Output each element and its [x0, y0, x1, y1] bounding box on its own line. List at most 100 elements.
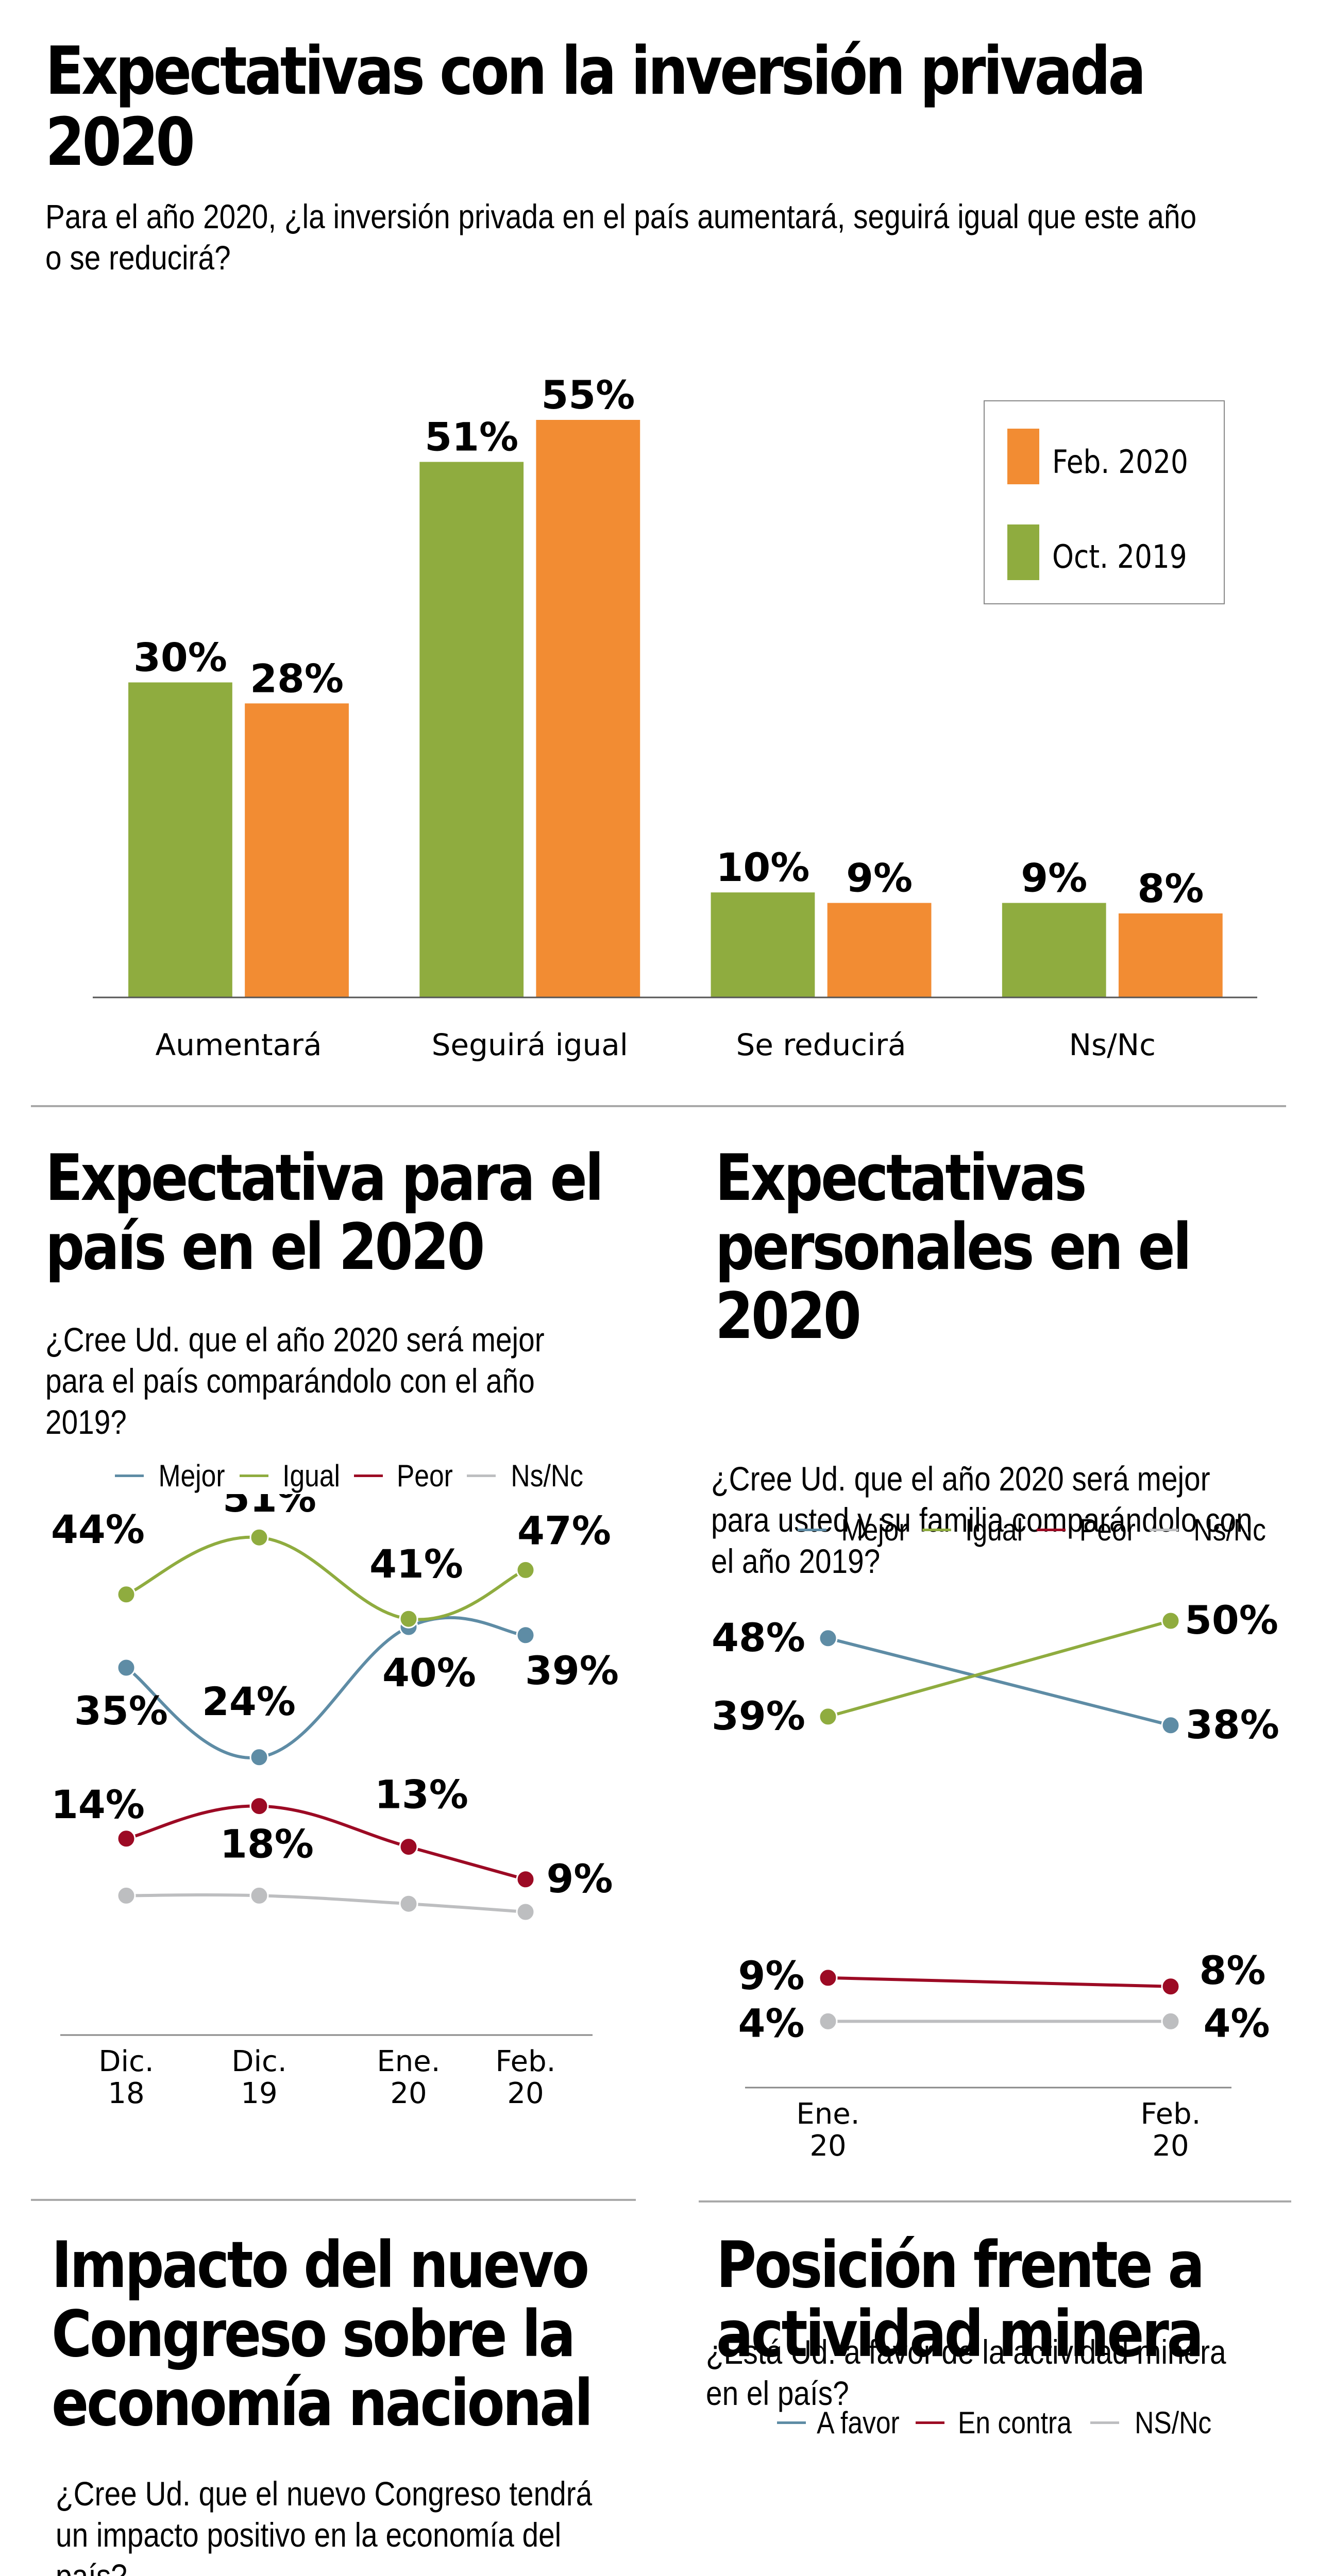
x-tick-label-ene-20-month: Ene. [377, 2045, 440, 2078]
value-label-peor-ene-20: 9% [738, 1953, 804, 1998]
point-peor-feb-20 [516, 1870, 535, 1889]
x-tick-label-dic-18-month: Dic. [98, 2045, 154, 2078]
legend-mejor: Mejor [841, 1513, 908, 1547]
bar-aumentar-feb-2020 [245, 703, 349, 997]
point-peor-ene-20 [399, 1837, 418, 1857]
legend-swatch-feb2020 [1007, 429, 1039, 484]
legend-igual: Igual [965, 1513, 1023, 1547]
x-tick-label-feb-20-year: 20 [507, 2077, 544, 2110]
value-label-peor-feb-20: 9% [546, 1856, 613, 1902]
legend-mejor: Mejor [158, 1459, 225, 1493]
series-line-peor [126, 1804, 526, 1881]
bar-ns-nc-feb-2020 [1118, 913, 1223, 997]
value-label-peor-feb-20: 8% [1199, 1947, 1265, 1993]
x-tick-label-feb-20-year: 20 [1152, 2129, 1189, 2163]
value-label-mejor-dic-18: 35% [74, 1688, 168, 1734]
value-label-mejor-ene-20: 40% [382, 1650, 476, 1696]
legend-mejor-swatch [798, 1529, 826, 1531]
point-mejor-dic-19 [249, 1748, 269, 1767]
point-igual-feb-20 [516, 1560, 535, 1580]
value-label-ns-nc-feb-20: 4% [1203, 2000, 1270, 2046]
personal-title: Expectativas personales en el 2020 [715, 1141, 1192, 1353]
value-label-mejor-ene-20: 48% [712, 1615, 805, 1660]
x-tick-label-dic-19-month: Dic. [231, 2045, 286, 2078]
x-tick-label-ene-20-year: 20 [390, 2077, 427, 2110]
legend-nsnc-swatch [466, 1475, 496, 1477]
point-ns-nc-dic-18 [116, 1886, 136, 1905]
point-peor-dic-19 [249, 1797, 269, 1816]
bar-label-se-reducir-oct-2019: 10% [716, 844, 810, 890]
inversion-question: Para el año 2020, ¿la inversión privada … [45, 197, 1197, 277]
point-peor-feb-20 [1161, 1977, 1180, 1996]
personal-legend: Mejor Igual Peor Ns/Nc [788, 1512, 1272, 1548]
x-tick-label-feb-20-month: Feb. [496, 2045, 556, 2078]
legend-peor-swatch [1037, 1529, 1066, 1531]
congreso-title: Impacto del nuevo Congreso sobre la econ… [52, 2228, 593, 2441]
legend-label-oct2019: Oct. 2019 [1052, 538, 1187, 575]
x-tick-label-feb-20-month: Feb. [1141, 2097, 1201, 2131]
legend-peor: Peor [397, 1459, 453, 1493]
value-label-peor-dic-18: 14% [51, 1782, 145, 1827]
series-line-ns-nc [126, 1893, 526, 1913]
bar-label-se-reducir-feb-2020: 9% [846, 855, 913, 901]
x-tick-label-ene-20-year: 20 [809, 2129, 846, 2163]
inversion-title: Expectativas con la inversión privada 20… [45, 33, 1146, 181]
pais-legend: Mejor Igual Peor Ns/Nc [106, 1458, 589, 1494]
point-ns-nc-ene-20 [818, 2011, 838, 2031]
value-label-mejor-feb-20: 38% [1186, 1702, 1279, 1748]
point-ns-nc-ene-20 [399, 1894, 418, 1913]
value-label-igual-ene-20: 39% [712, 1693, 805, 1739]
bar-label-ns-nc-oct-2019: 9% [1021, 855, 1087, 901]
x-tick-label-dic-19-year: 19 [241, 2077, 277, 2110]
legend-igual: Igual [282, 1459, 341, 1493]
legend-nsnc: Ns/Nc [1193, 1513, 1266, 1547]
category-label-se-reducir: Se reducirá [736, 1027, 906, 1062]
legend-afavor: A favor [817, 2405, 900, 2440]
value-label-peor-dic-19: 18% [220, 1821, 314, 1867]
category-label-seguir-igual: Seguirá igual [432, 1027, 628, 1062]
section-divider-left [31, 2199, 636, 2201]
point-igual-dic-18 [116, 1585, 136, 1604]
point-ns-nc-dic-19 [249, 1886, 269, 1905]
legend-mejor-swatch [115, 1475, 144, 1477]
value-label-igual-feb-20: 50% [1185, 1597, 1278, 1643]
legend-encontra: En contra [957, 2405, 1072, 2440]
series-line-mejor [828, 1636, 1171, 1727]
point-mejor-feb-20 [1161, 1716, 1180, 1735]
legend-peor: Peor [1079, 1513, 1136, 1547]
series-line-peor [828, 1976, 1171, 1988]
bar-se-reducir-feb-2020 [827, 903, 932, 997]
point-peor-dic-18 [116, 1829, 136, 1849]
minera-title: Posición frente a actividad minera [716, 2228, 1205, 2371]
bar-ns-nc-oct-2019 [1002, 903, 1106, 997]
section-divider-right [699, 2200, 1291, 2202]
pais-title: Expectativa para el país en el 2020 [45, 1141, 604, 1284]
point-igual-feb-20 [1161, 1611, 1180, 1631]
value-label-peor-ene-20: 13% [375, 1772, 468, 1818]
bar-label-seguir-igual-oct-2019: 51% [425, 414, 518, 460]
section-divider [31, 1105, 1286, 1107]
pais-question: ¿Cree Ud. que el año 2020 será mejor par… [45, 1320, 545, 1441]
bar-seguir-igual-oct-2019 [419, 462, 524, 997]
value-label-ns-nc-ene-20: 4% [738, 2000, 804, 2046]
point-mejor-feb-20 [516, 1625, 535, 1645]
point-igual-ene-20 [399, 1609, 418, 1629]
legend-afavor-swatch [777, 2421, 806, 2424]
value-label-igual-feb-20: 47% [517, 1507, 611, 1553]
value-label-mejor-dic-19: 24% [202, 1679, 296, 1724]
x-tick-label-dic-18-year: 18 [108, 2077, 144, 2110]
bar-label-ns-nc-feb-2020: 8% [1137, 866, 1204, 911]
point-igual-dic-19 [249, 1528, 269, 1547]
legend-nsnc-swatch [1149, 1529, 1178, 1531]
bar-label-seguir-igual-feb-2020: 55% [541, 372, 635, 418]
legend-peor-swatch [354, 1475, 383, 1477]
category-label-ns-nc: Ns/Nc [1069, 1027, 1156, 1062]
legend-nsnc: NS/Nc [1134, 2405, 1211, 2440]
point-ns-nc-feb-20 [1161, 2011, 1180, 2031]
point-peor-ene-20 [818, 1968, 838, 1988]
point-mejor-ene-20 [818, 1629, 838, 1648]
bar-label-aumentar-oct-2019: 30% [133, 635, 227, 681]
chart-legend: Feb. 2020 Oct. 2019 [984, 400, 1225, 604]
point-igual-ene-20 [818, 1707, 838, 1726]
